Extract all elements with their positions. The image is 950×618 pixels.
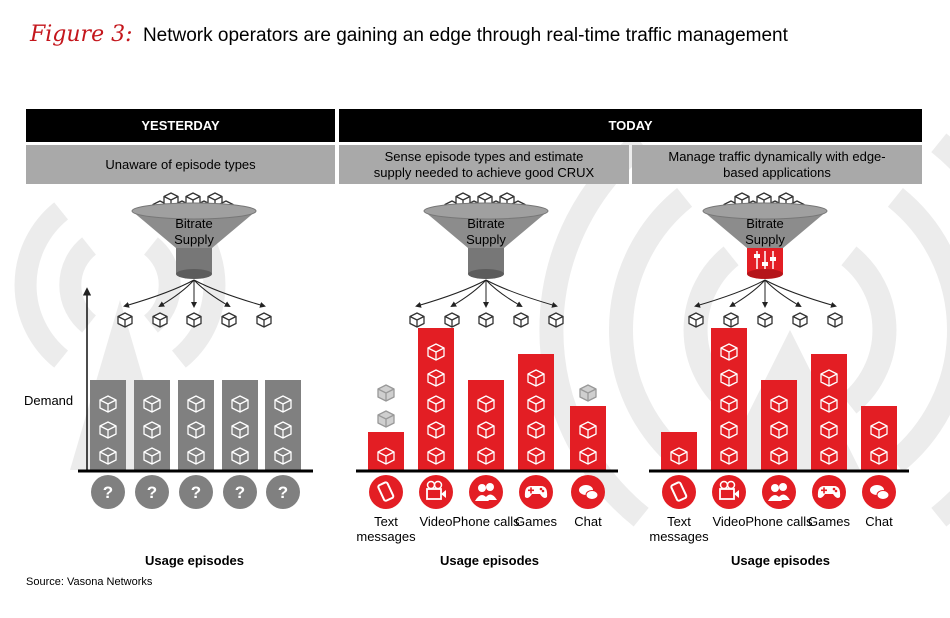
distribution-arrow xyxy=(193,279,266,308)
header-today: TODAY xyxy=(339,109,922,142)
signal-arc xyxy=(841,246,897,414)
video-icon xyxy=(419,475,453,509)
text-circle xyxy=(662,475,696,509)
question-mark: ? xyxy=(147,483,157,502)
signal-arc xyxy=(143,237,181,333)
unknown-icon: ? xyxy=(223,475,257,509)
panel-today-sense xyxy=(356,328,618,509)
text-icon xyxy=(369,475,403,509)
unknown-circle xyxy=(91,475,125,509)
question-mark: ? xyxy=(278,483,288,502)
distribution-arrow xyxy=(694,279,766,308)
funnel-cone xyxy=(424,211,548,248)
video-icon xyxy=(712,475,746,509)
bitrate-funnel-yesterday xyxy=(117,192,272,328)
text-icon xyxy=(662,475,696,509)
unknown-icon: ? xyxy=(266,475,300,509)
category-label: Video xyxy=(419,514,453,529)
category-label: Chat xyxy=(865,514,893,529)
subheader-yesterday: Unaware of episode types xyxy=(26,145,335,184)
panel-yesterday: ????? xyxy=(78,380,313,509)
funnel-label-sense: Bitrate Supply xyxy=(466,216,506,247)
funnel-rim xyxy=(702,202,828,220)
distribution-arrow xyxy=(485,279,558,308)
category-label: Games xyxy=(808,514,850,529)
funnel-spout-base xyxy=(176,269,212,279)
unknown-circle xyxy=(135,475,169,509)
text-circle xyxy=(369,475,403,509)
demand-bar xyxy=(222,380,258,470)
subheader-sense: Sense episode types and estimate supply … xyxy=(339,145,629,184)
category-label: Chat xyxy=(574,514,602,529)
header-yesterday: YESTERDAY xyxy=(26,109,335,142)
unknown-icon: ? xyxy=(91,475,125,509)
unknown-circle xyxy=(266,475,300,509)
phone-circle xyxy=(762,475,796,509)
category-label: Phone calls xyxy=(745,514,813,529)
category-label: Text messages xyxy=(649,514,709,544)
unknown-icon: ? xyxy=(179,475,213,509)
funnel-spout-base xyxy=(747,269,783,279)
distribution-arrow xyxy=(485,279,523,307)
signal-arc xyxy=(608,188,693,472)
signal-arc xyxy=(887,188,950,472)
games-icon xyxy=(519,475,553,509)
figure-title: Network operators are gaining an edge th… xyxy=(142,25,788,46)
phone-icon xyxy=(469,475,503,509)
distribution-arrow xyxy=(450,279,487,308)
demand-bar xyxy=(90,380,126,470)
distribution-arrow xyxy=(729,279,766,308)
question-mark: ? xyxy=(103,483,113,502)
phone-icon xyxy=(762,475,796,509)
chat-icon xyxy=(571,475,605,509)
question-mark: ? xyxy=(235,483,245,502)
demand-bar xyxy=(134,380,170,470)
demand-bar xyxy=(265,380,301,470)
signal-arc xyxy=(14,202,69,368)
figure-title-row: Figure 3: Network operators are gaining … xyxy=(30,22,788,47)
funnel-rim xyxy=(423,202,549,220)
panel-today-manage xyxy=(649,328,909,509)
demand-bar xyxy=(761,380,797,470)
signal-arc xyxy=(59,237,97,333)
usage-label-manage: Usage episodes xyxy=(731,553,830,568)
video-circle xyxy=(419,475,453,509)
unknown-circle xyxy=(223,475,257,509)
bitrate-funnel-sense xyxy=(409,192,564,328)
category-label: Games xyxy=(515,514,557,529)
demand-axis-label: Demand xyxy=(24,393,74,408)
distribution-arrow xyxy=(415,279,487,308)
category-label: Video xyxy=(712,514,746,529)
funnel-rim xyxy=(131,202,257,220)
demand-bar xyxy=(468,380,504,470)
video-circle xyxy=(712,475,746,509)
distribution-arrow xyxy=(123,279,195,308)
equalizer-icon xyxy=(754,251,776,269)
question-mark: ? xyxy=(191,483,201,502)
distribution-arrow xyxy=(764,279,837,308)
demand-bar xyxy=(178,380,214,470)
funnel-cone xyxy=(132,211,256,248)
category-label: Text messages xyxy=(356,514,416,544)
phone-circle xyxy=(469,475,503,509)
games-icon xyxy=(812,475,846,509)
funnel-cone xyxy=(703,211,827,248)
category-label: Phone calls xyxy=(452,514,520,529)
distribution-arrow xyxy=(193,279,231,307)
source-note: Source: Vasona Networks xyxy=(26,576,153,588)
usage-label-sense: Usage episodes xyxy=(440,553,539,568)
bitrate-funnel-manage xyxy=(688,192,843,328)
funnel-spout-base xyxy=(468,269,504,279)
figure-label: Figure 3: xyxy=(30,22,133,47)
distribution-arrow xyxy=(158,279,195,308)
funnel-label-yesterday: Bitrate Supply xyxy=(174,216,214,247)
chat-icon xyxy=(862,475,896,509)
distribution-arrow xyxy=(764,279,802,307)
subheader-manage: Manage traffic dynamically with edge-bas… xyxy=(632,145,922,184)
usage-label-yesterday: Usage episodes xyxy=(145,553,244,568)
unknown-circle xyxy=(179,475,213,509)
unknown-icon: ? xyxy=(135,475,169,509)
funnel-label-manage: Bitrate Supply xyxy=(745,216,785,247)
